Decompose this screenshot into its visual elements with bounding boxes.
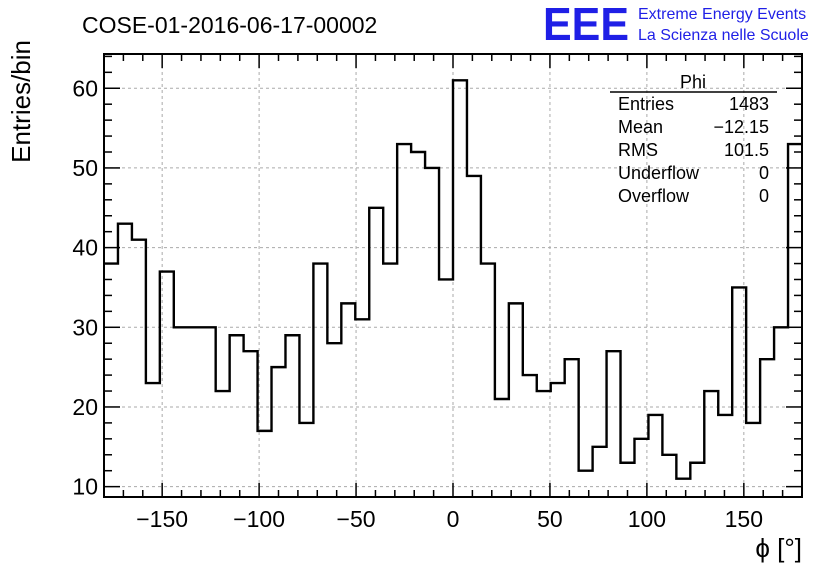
logo-line-2: La Scienza nelle Scuole — [638, 27, 809, 44]
x-tick-label: 0 — [447, 506, 460, 532]
x-tick-label: 150 — [725, 506, 763, 532]
stats-box: Phi Entries 1483 Mean −12.15 RMS 101.5 Underfl… — [610, 72, 777, 206]
tick-labels: −150 −100 −50 0 50 100 150 10 20 30 40 50 60 — [72, 75, 763, 532]
axis-ticks — [103, 54, 803, 497]
stats-row-value: 0 — [759, 186, 769, 206]
x-axis-title: ϕ [°] — [755, 533, 802, 563]
stats-row-value: −12.15 — [713, 117, 769, 137]
stats-row-value: 1483 — [729, 94, 769, 114]
y-tick-label: 60 — [72, 75, 98, 101]
stats-rows: Entries 1483 Mean −12.15 RMS 101.5 Underflow 0 O… — [618, 94, 769, 206]
histogram-outline — [104, 79, 802, 480]
logo-line-1: Extreme Energy Events — [638, 6, 806, 23]
histogram — [104, 79, 802, 480]
y-tick-label: 20 — [72, 394, 98, 420]
x-tick-label: −100 — [233, 506, 285, 532]
stats-row-value: 0 — [759, 163, 769, 183]
stats-row-label: Underflow — [618, 163, 700, 183]
stats-row-label: Entries — [618, 94, 674, 114]
y-tick-label: 10 — [72, 474, 98, 500]
x-tick-label: 100 — [628, 506, 666, 532]
chart-title: COSE-01-2016-06-17-00002 — [82, 12, 377, 38]
stats-row-label: Overflow — [618, 186, 690, 206]
y-tick-label: 30 — [72, 314, 98, 340]
stats-row-label: Mean — [618, 117, 663, 137]
stats-row-value: 101.5 — [724, 140, 769, 160]
y-axis-title: Entries/bin — [6, 40, 36, 163]
stats-row-label: RMS — [618, 140, 658, 160]
logo-mark: EEE — [543, 0, 629, 50]
y-tick-label: 40 — [72, 235, 98, 261]
stats-title: Phi — [680, 72, 706, 92]
x-tick-label: 50 — [537, 506, 563, 532]
y-tick-label: 50 — [72, 155, 98, 181]
x-tick-label: −150 — [136, 506, 188, 532]
x-tick-label: −50 — [337, 506, 376, 532]
eee-logo: EEE Extreme Energy Events La Scienza nel… — [543, 0, 809, 50]
